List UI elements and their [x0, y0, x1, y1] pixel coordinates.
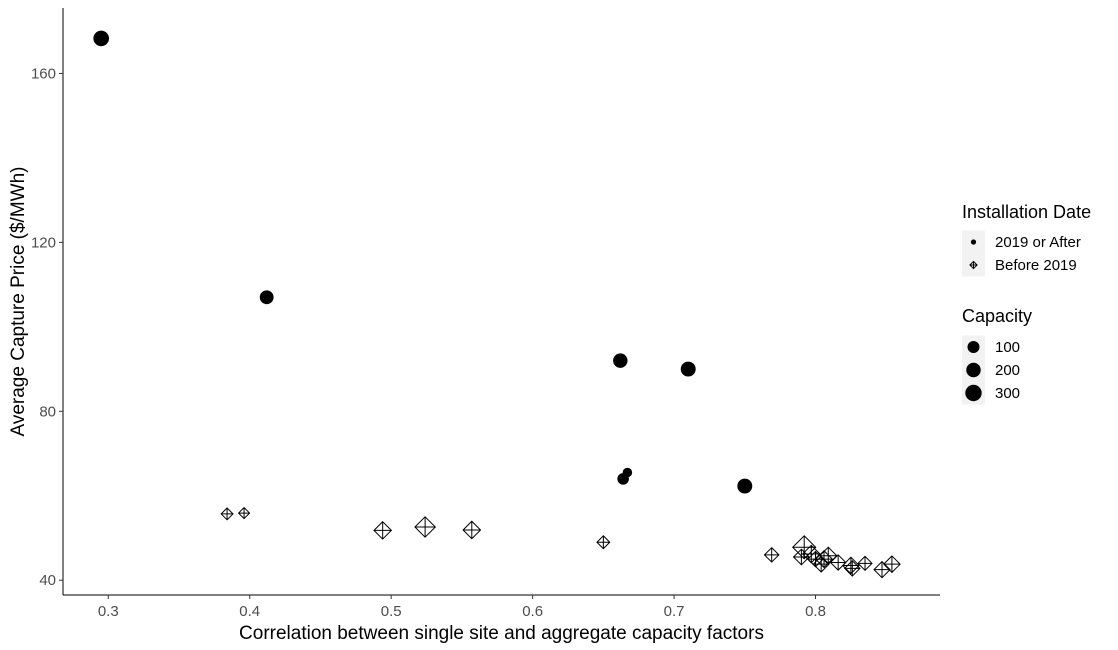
legend-key-circle: [970, 239, 977, 245]
data-point-before-2019: [814, 550, 834, 569]
legend-label: 300: [995, 385, 1020, 402]
data-point-2019-or-after: [93, 30, 109, 47]
data-point-before-2019: [792, 548, 810, 566]
data-point-before-2019: [829, 554, 847, 571]
data-point-before-2019: [237, 506, 251, 520]
data-point-before-2019: [843, 560, 861, 577]
data-point-before-2019: [596, 535, 611, 550]
axis-ticks: 0.3 0.4 0.5 0.6 0.7 0.8 40 80 120 160: [31, 65, 826, 620]
legend-key-size-circle: [966, 362, 981, 378]
data-point-2019-or-after: [613, 353, 628, 368]
data-point-before-2019: [462, 520, 482, 540]
data-point-before-2019: [882, 555, 901, 574]
legend-label: 2019 or After: [995, 234, 1081, 251]
data-point-before-2019: [220, 507, 234, 521]
x-tick-label: 0.5: [381, 603, 402, 620]
data-point-2019-or-after: [680, 361, 696, 377]
legend-label: 200: [995, 362, 1020, 379]
data-point-2019-or-after: [622, 467, 633, 478]
data-point-before-2019: [791, 535, 817, 560]
legend-key-diamond: [969, 260, 978, 270]
legend: Installation Date Capacity 2019 or After…: [962, 202, 1091, 405]
data-point-before-2019: [763, 546, 780, 563]
axes: [62, 8, 940, 596]
legend-label: Before 2019: [995, 257, 1077, 274]
y-tick-label: 40: [39, 572, 56, 589]
data-point-before-2019: [818, 546, 838, 565]
data-point-before-2019: [873, 560, 891, 579]
legend-key-size-circle: [967, 340, 980, 354]
y-tick-label: 80: [39, 403, 56, 420]
x-tick-label: 0.3: [98, 603, 119, 620]
data-point-before-2019: [857, 555, 873, 572]
x-tick-label: 0.7: [664, 603, 685, 620]
y-tick-label: 120: [31, 234, 56, 251]
legend-title-installation-date: Installation Date: [962, 202, 1091, 222]
x-axis-title: Correlation between single site and aggr…: [239, 623, 764, 644]
y-tick-label: 160: [31, 65, 56, 82]
x-tick-label: 0.4: [239, 603, 260, 620]
legend-label: 100: [995, 339, 1020, 356]
data-point-2019-or-after: [259, 290, 274, 305]
x-tick-label: 0.8: [805, 603, 826, 620]
y-axis-title: Average Capture Price ($/MWh): [8, 167, 29, 437]
data-point-2019-or-after: [737, 478, 753, 494]
data-point-before-2019: [373, 520, 393, 540]
plot-area: [93, 30, 901, 579]
legend-title-capacity: Capacity: [962, 306, 1032, 326]
data-point-before-2019: [414, 516, 437, 538]
x-tick-label: 0.6: [522, 603, 543, 620]
legend-key-size-circle: [965, 384, 982, 402]
